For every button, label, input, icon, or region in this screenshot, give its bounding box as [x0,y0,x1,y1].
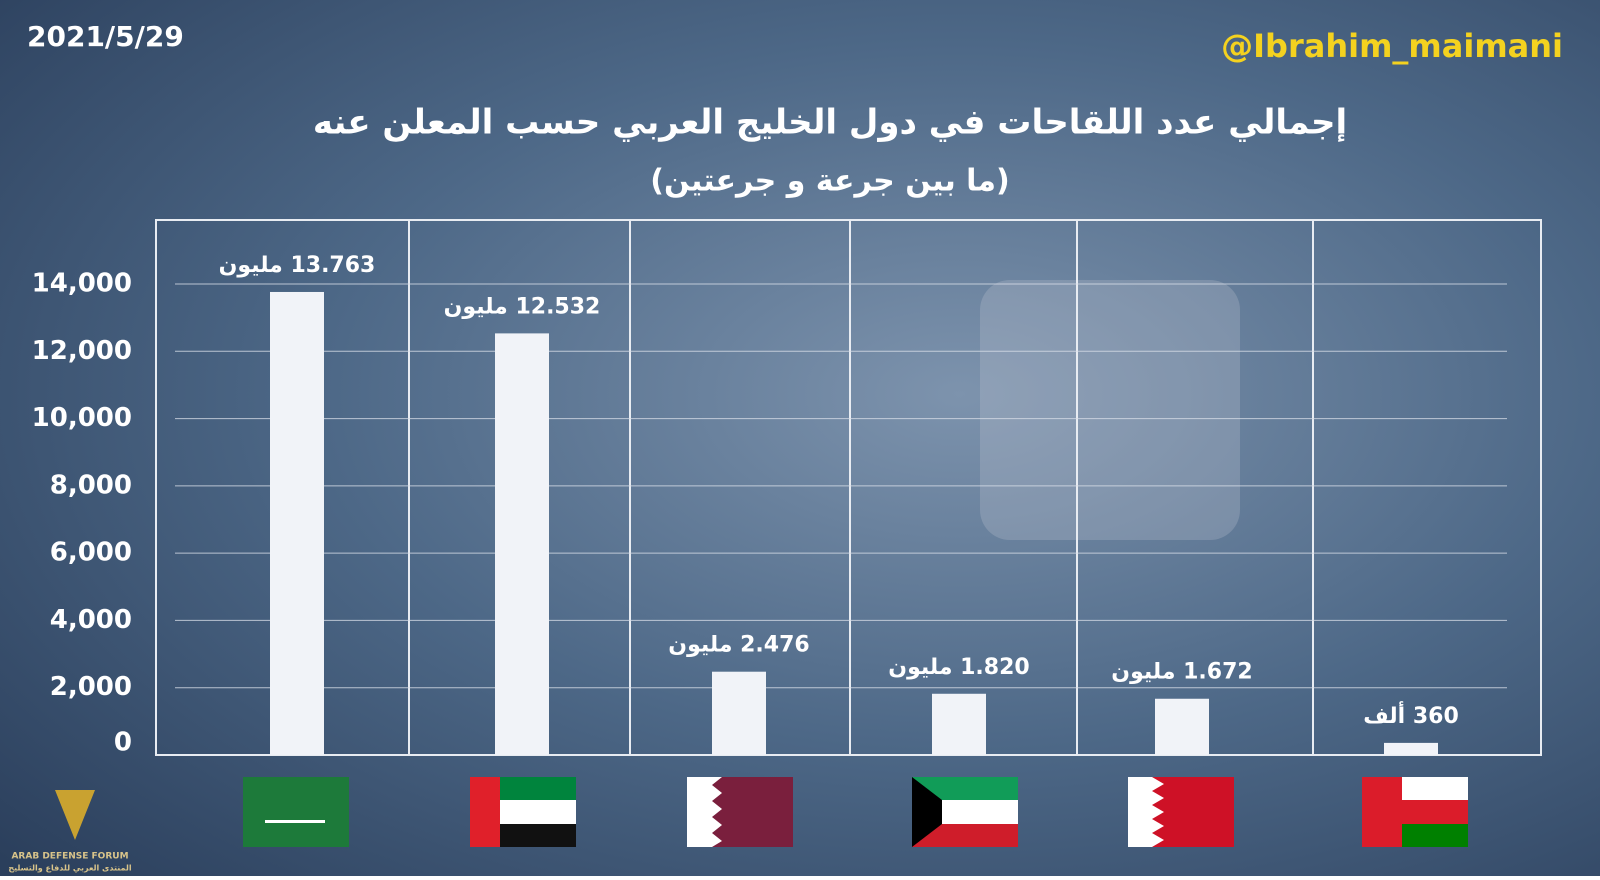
bar [270,291,324,755]
chart-subtitle: (ما بين جرعة و جرعتين) [650,164,1009,199]
y-tick-label: 6,000 [50,538,132,568]
chart-title: إجمالي عدد اللقاحات في دول الخليج العربي… [313,103,1347,143]
y-tick-label: 0 [114,728,132,758]
date: 2021/5/29 [27,20,184,53]
y-tick-label: 2,000 [50,672,132,702]
logo-subtitle: المنتدى العربي للدفاع والتسليح [8,864,132,873]
flag-bahrain [1128,777,1234,847]
value-label: 12.532 مليون [444,294,601,319]
y-tick-label: 8,000 [50,470,132,500]
column-separators [408,220,1314,755]
flag-oman [1362,777,1468,847]
logo-name: ARAB DEFENSE FORUM [11,852,128,862]
handle: @Ibrahim_maimani [1221,27,1563,65]
y-tick-label: 4,000 [50,605,132,635]
value-label: 13.763 مليون [219,253,376,278]
value-label: 1.820 مليون [888,655,1029,680]
flag-qatar [687,777,793,847]
bar [495,333,549,755]
logo: ARAB DEFENSE FORUM المنتدى العربي للدفاع… [8,790,132,873]
value-label: 1.672 مليون [1111,660,1252,685]
flag-uae [470,777,576,847]
bar [932,693,986,755]
value-label: 360 ألف [1363,700,1459,729]
plot-frame [155,219,1542,756]
y-tick-label: 14,000 [32,269,132,299]
background-vial [980,280,1240,540]
bar [1155,698,1209,755]
y-tick-label: 12,000 [32,336,132,366]
bar [712,671,766,755]
y-tick-label: 10,000 [32,403,132,433]
flag-kuwait [912,777,1018,847]
value-label: 2.476 مليون [668,633,809,658]
flag-saudi [243,777,349,847]
bar [1384,742,1438,755]
